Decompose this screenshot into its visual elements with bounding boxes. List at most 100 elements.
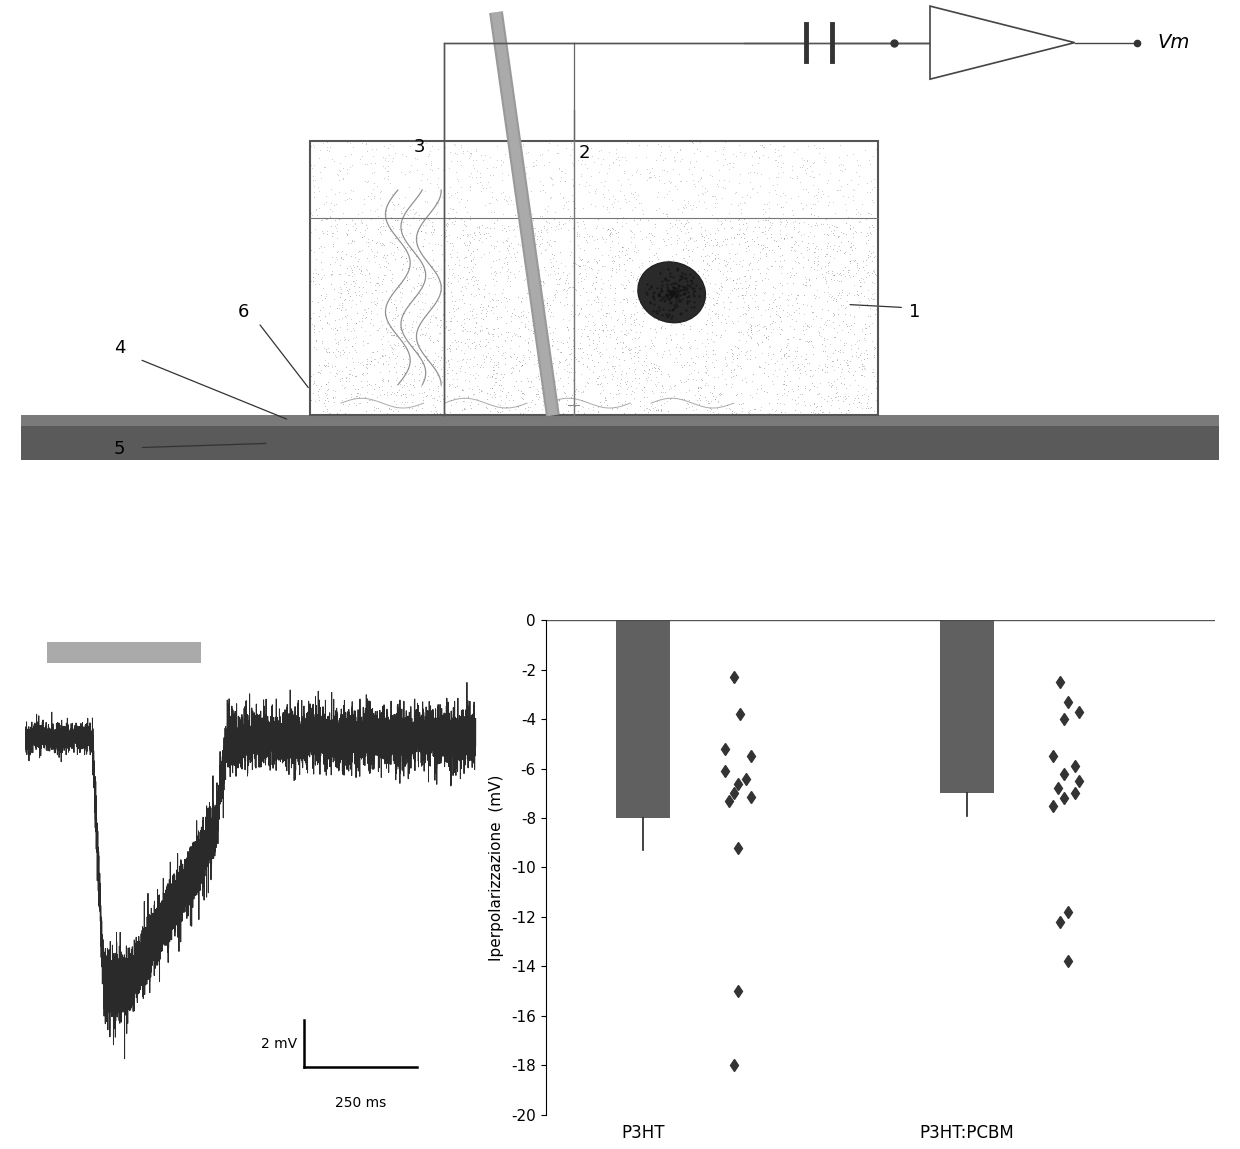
Point <box>652 316 672 334</box>
Point <box>480 292 500 310</box>
Point <box>858 307 878 325</box>
Point <box>532 347 552 365</box>
Point <box>652 301 672 319</box>
Point <box>511 156 531 175</box>
Point <box>755 218 775 237</box>
Point <box>620 344 640 362</box>
Point <box>629 329 649 347</box>
Point <box>372 182 392 200</box>
Point <box>432 406 451 424</box>
Point <box>649 284 668 302</box>
Point <box>846 205 866 223</box>
Point <box>311 210 331 229</box>
Point <box>517 217 537 236</box>
Point <box>335 184 355 202</box>
Point <box>484 384 503 402</box>
Point <box>303 263 322 282</box>
Point <box>641 337 661 355</box>
Point <box>404 372 424 391</box>
Point <box>440 342 460 361</box>
Point <box>384 336 404 354</box>
Point <box>425 270 445 288</box>
Point <box>317 225 337 244</box>
Point <box>680 288 699 307</box>
Point <box>817 224 837 242</box>
Point <box>719 399 739 417</box>
Point <box>410 257 430 276</box>
Point <box>325 217 345 236</box>
Point <box>692 371 712 390</box>
Point <box>322 236 342 254</box>
Point <box>713 264 733 283</box>
Point <box>722 219 742 238</box>
Point <box>672 280 692 299</box>
Point <box>743 179 763 198</box>
Point <box>835 267 854 285</box>
Point <box>590 140 610 159</box>
Point <box>335 275 355 293</box>
Point <box>588 302 608 321</box>
Point <box>618 293 637 311</box>
Point <box>345 388 365 407</box>
Point <box>646 368 666 386</box>
Point <box>681 267 701 285</box>
Point <box>841 252 861 270</box>
Bar <box>21 426 1219 460</box>
Point <box>508 399 528 417</box>
Point <box>303 384 322 402</box>
Point <box>398 323 418 341</box>
Point <box>864 284 884 302</box>
Point <box>383 149 403 168</box>
Point <box>520 278 539 296</box>
Point <box>372 236 392 254</box>
Point <box>627 241 647 260</box>
Point <box>634 287 653 306</box>
Point <box>817 264 837 283</box>
Point <box>714 255 734 273</box>
Point <box>511 237 531 255</box>
Point <box>456 248 476 267</box>
Point <box>796 317 816 336</box>
Point <box>801 205 821 223</box>
Point <box>495 404 515 423</box>
Point <box>360 269 379 287</box>
Point <box>438 363 458 381</box>
Point <box>692 177 712 195</box>
Point <box>440 144 460 162</box>
Point <box>327 244 347 262</box>
Point <box>658 230 678 248</box>
Point <box>564 342 584 361</box>
Point <box>707 303 727 322</box>
Point <box>459 263 479 282</box>
Point <box>780 268 800 286</box>
Point <box>720 229 740 247</box>
Point <box>832 283 852 301</box>
Point <box>698 256 718 275</box>
Point <box>830 182 849 200</box>
Point <box>667 217 687 236</box>
Point <box>315 307 335 325</box>
Point <box>681 321 701 339</box>
Point <box>816 268 836 286</box>
Point <box>828 228 848 246</box>
Point <box>688 378 708 396</box>
Point <box>670 276 689 294</box>
Point <box>636 371 656 390</box>
Point <box>517 284 537 302</box>
Point <box>813 151 833 169</box>
Point <box>378 322 398 340</box>
Point <box>795 161 815 179</box>
Point <box>376 217 396 236</box>
Point <box>676 195 696 214</box>
Point <box>512 381 532 400</box>
Point <box>740 350 760 369</box>
Point <box>587 264 606 283</box>
Point <box>402 337 422 355</box>
Point <box>360 355 379 373</box>
Point <box>687 391 707 409</box>
Point <box>615 306 635 324</box>
Point <box>641 331 661 349</box>
Point <box>730 252 750 270</box>
Point <box>484 331 503 349</box>
Point <box>673 284 693 302</box>
